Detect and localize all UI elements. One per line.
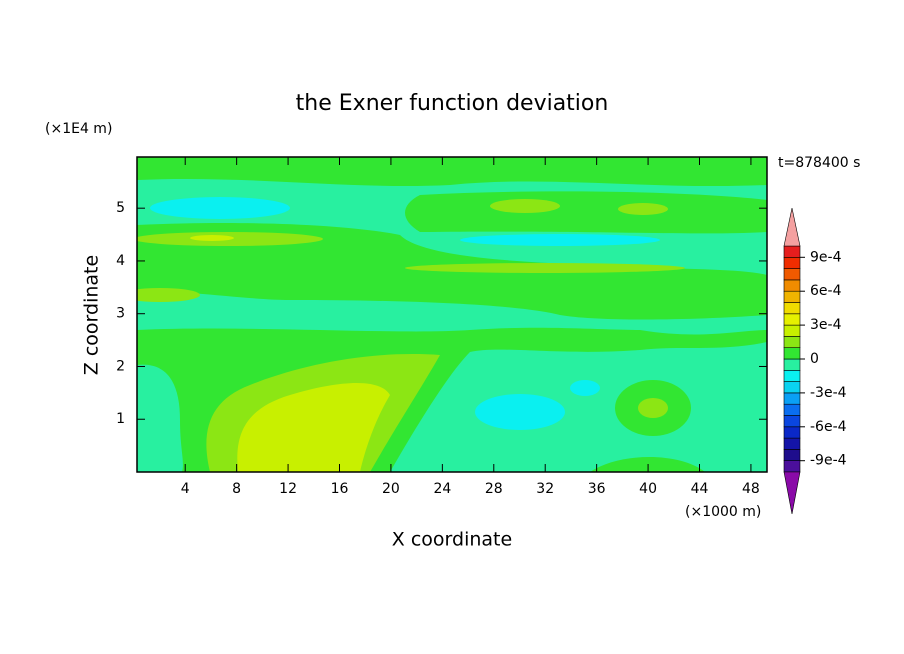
colorbar-box [783,392,801,405]
colorbar-extend-under [783,471,801,515]
x-tick-label: 8 [232,481,241,497]
colorbar-box [783,279,801,292]
contour-region [405,263,685,273]
x-tick-label: 16 [331,481,349,497]
colorbar-box [783,403,801,416]
contour-region [137,288,200,302]
colorbar-box [783,381,801,394]
colorbar-box [783,460,801,473]
x-axis-label: X coordinate [392,529,512,551]
contour-region [570,380,600,396]
colorbar-box [783,324,801,337]
colorbar-box [783,449,801,461]
colorbar-box [783,415,801,428]
contour-region [475,394,565,430]
x-tick-label: 32 [536,481,554,497]
contour-region [137,364,183,472]
x-tick-label: 28 [485,481,503,497]
colorbar-box [783,245,801,258]
colorbar-box [783,437,801,450]
contour-region [460,234,660,246]
x-unit: (×1000 m) [685,504,761,520]
colorbar-box [783,347,801,360]
time-label: t=878400 s [778,155,860,171]
contour-region [618,203,668,215]
contour-region [638,398,668,418]
colorbar-box [783,290,801,303]
x-tick-label: 48 [742,481,760,497]
colorbar-box [783,336,801,348]
colorbar-tick-label: -3e-4 [810,385,847,401]
contour-region [590,457,705,472]
colorbar-box [783,313,801,326]
colorbar-tick-label: -9e-4 [810,453,847,469]
colorbar-box [783,302,801,315]
colorbar-tick-label: -6e-4 [810,419,847,435]
colorbar-box [783,256,801,269]
colorbar-tick-label: 3e-4 [810,317,842,333]
y-tick-label: 1 [116,411,125,427]
y-tick-label: 3 [116,306,125,322]
x-tick-label: 44 [691,481,709,497]
contour-region [237,382,390,472]
x-tick-label: 40 [639,481,657,497]
y-axis-label: Z coordinate [81,255,103,375]
chart-title: the Exner function deviation [296,91,609,116]
x-tick-label: 12 [279,481,297,497]
colorbar-box [783,369,801,382]
colorbar-extend-over [783,207,801,247]
contour-region [405,191,767,234]
contour-region [150,197,290,219]
colorbar-box [783,426,801,439]
contour-field [137,157,767,472]
colorbar-box [783,358,801,371]
y-tick-label: 4 [116,253,125,269]
colorbar-tick-label: 0 [810,351,819,367]
x-tick-label: 36 [588,481,606,497]
y-tick-label: 5 [116,200,125,216]
x-tick-label: 20 [382,481,400,497]
x-tick-label: 24 [433,481,451,497]
contour-region [490,199,560,213]
colorbar-box [783,268,801,281]
y-tick-label: 2 [116,358,125,374]
colorbar-tick-label: 6e-4 [810,283,842,299]
contour-region [137,157,767,187]
contour-region [190,235,234,241]
colorbar-tick-label: 9e-4 [810,249,842,265]
plot-frame [136,156,768,473]
x-tick-label: 4 [181,481,190,497]
y-unit: (×1E4 m) [45,121,112,137]
